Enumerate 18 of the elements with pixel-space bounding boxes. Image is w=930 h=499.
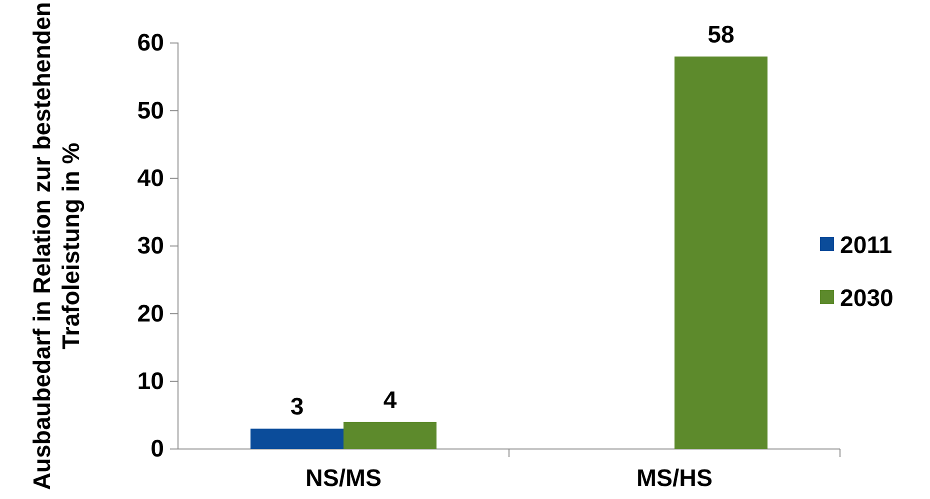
data-label: 3 [290, 394, 304, 421]
y-tick-label: 20 [137, 300, 164, 328]
y-tick-label: 0 [150, 436, 164, 463]
x-tick-label: NS/MS [305, 465, 382, 492]
data-label: 58 [708, 22, 734, 49]
legend-label: 2030 [840, 285, 894, 312]
y-axis-title: Ausbaubedarf in Relation zur bestehenden Trafoleistung in % [29, 2, 85, 490]
x-tick-label: MS/HS [636, 465, 713, 492]
y-tick-label: 40 [137, 165, 164, 192]
y-tick-label: 30 [137, 232, 164, 260]
bar [674, 56, 768, 449]
y-tick-label: 50 [137, 97, 164, 124]
y-tick-label: 10 [137, 368, 164, 396]
data-label: 4 [383, 386, 398, 414]
y-tick-label: 60 [137, 30, 164, 57]
legend-label: 2011 [840, 232, 892, 259]
bar [344, 422, 436, 449]
bar [250, 428, 344, 449]
